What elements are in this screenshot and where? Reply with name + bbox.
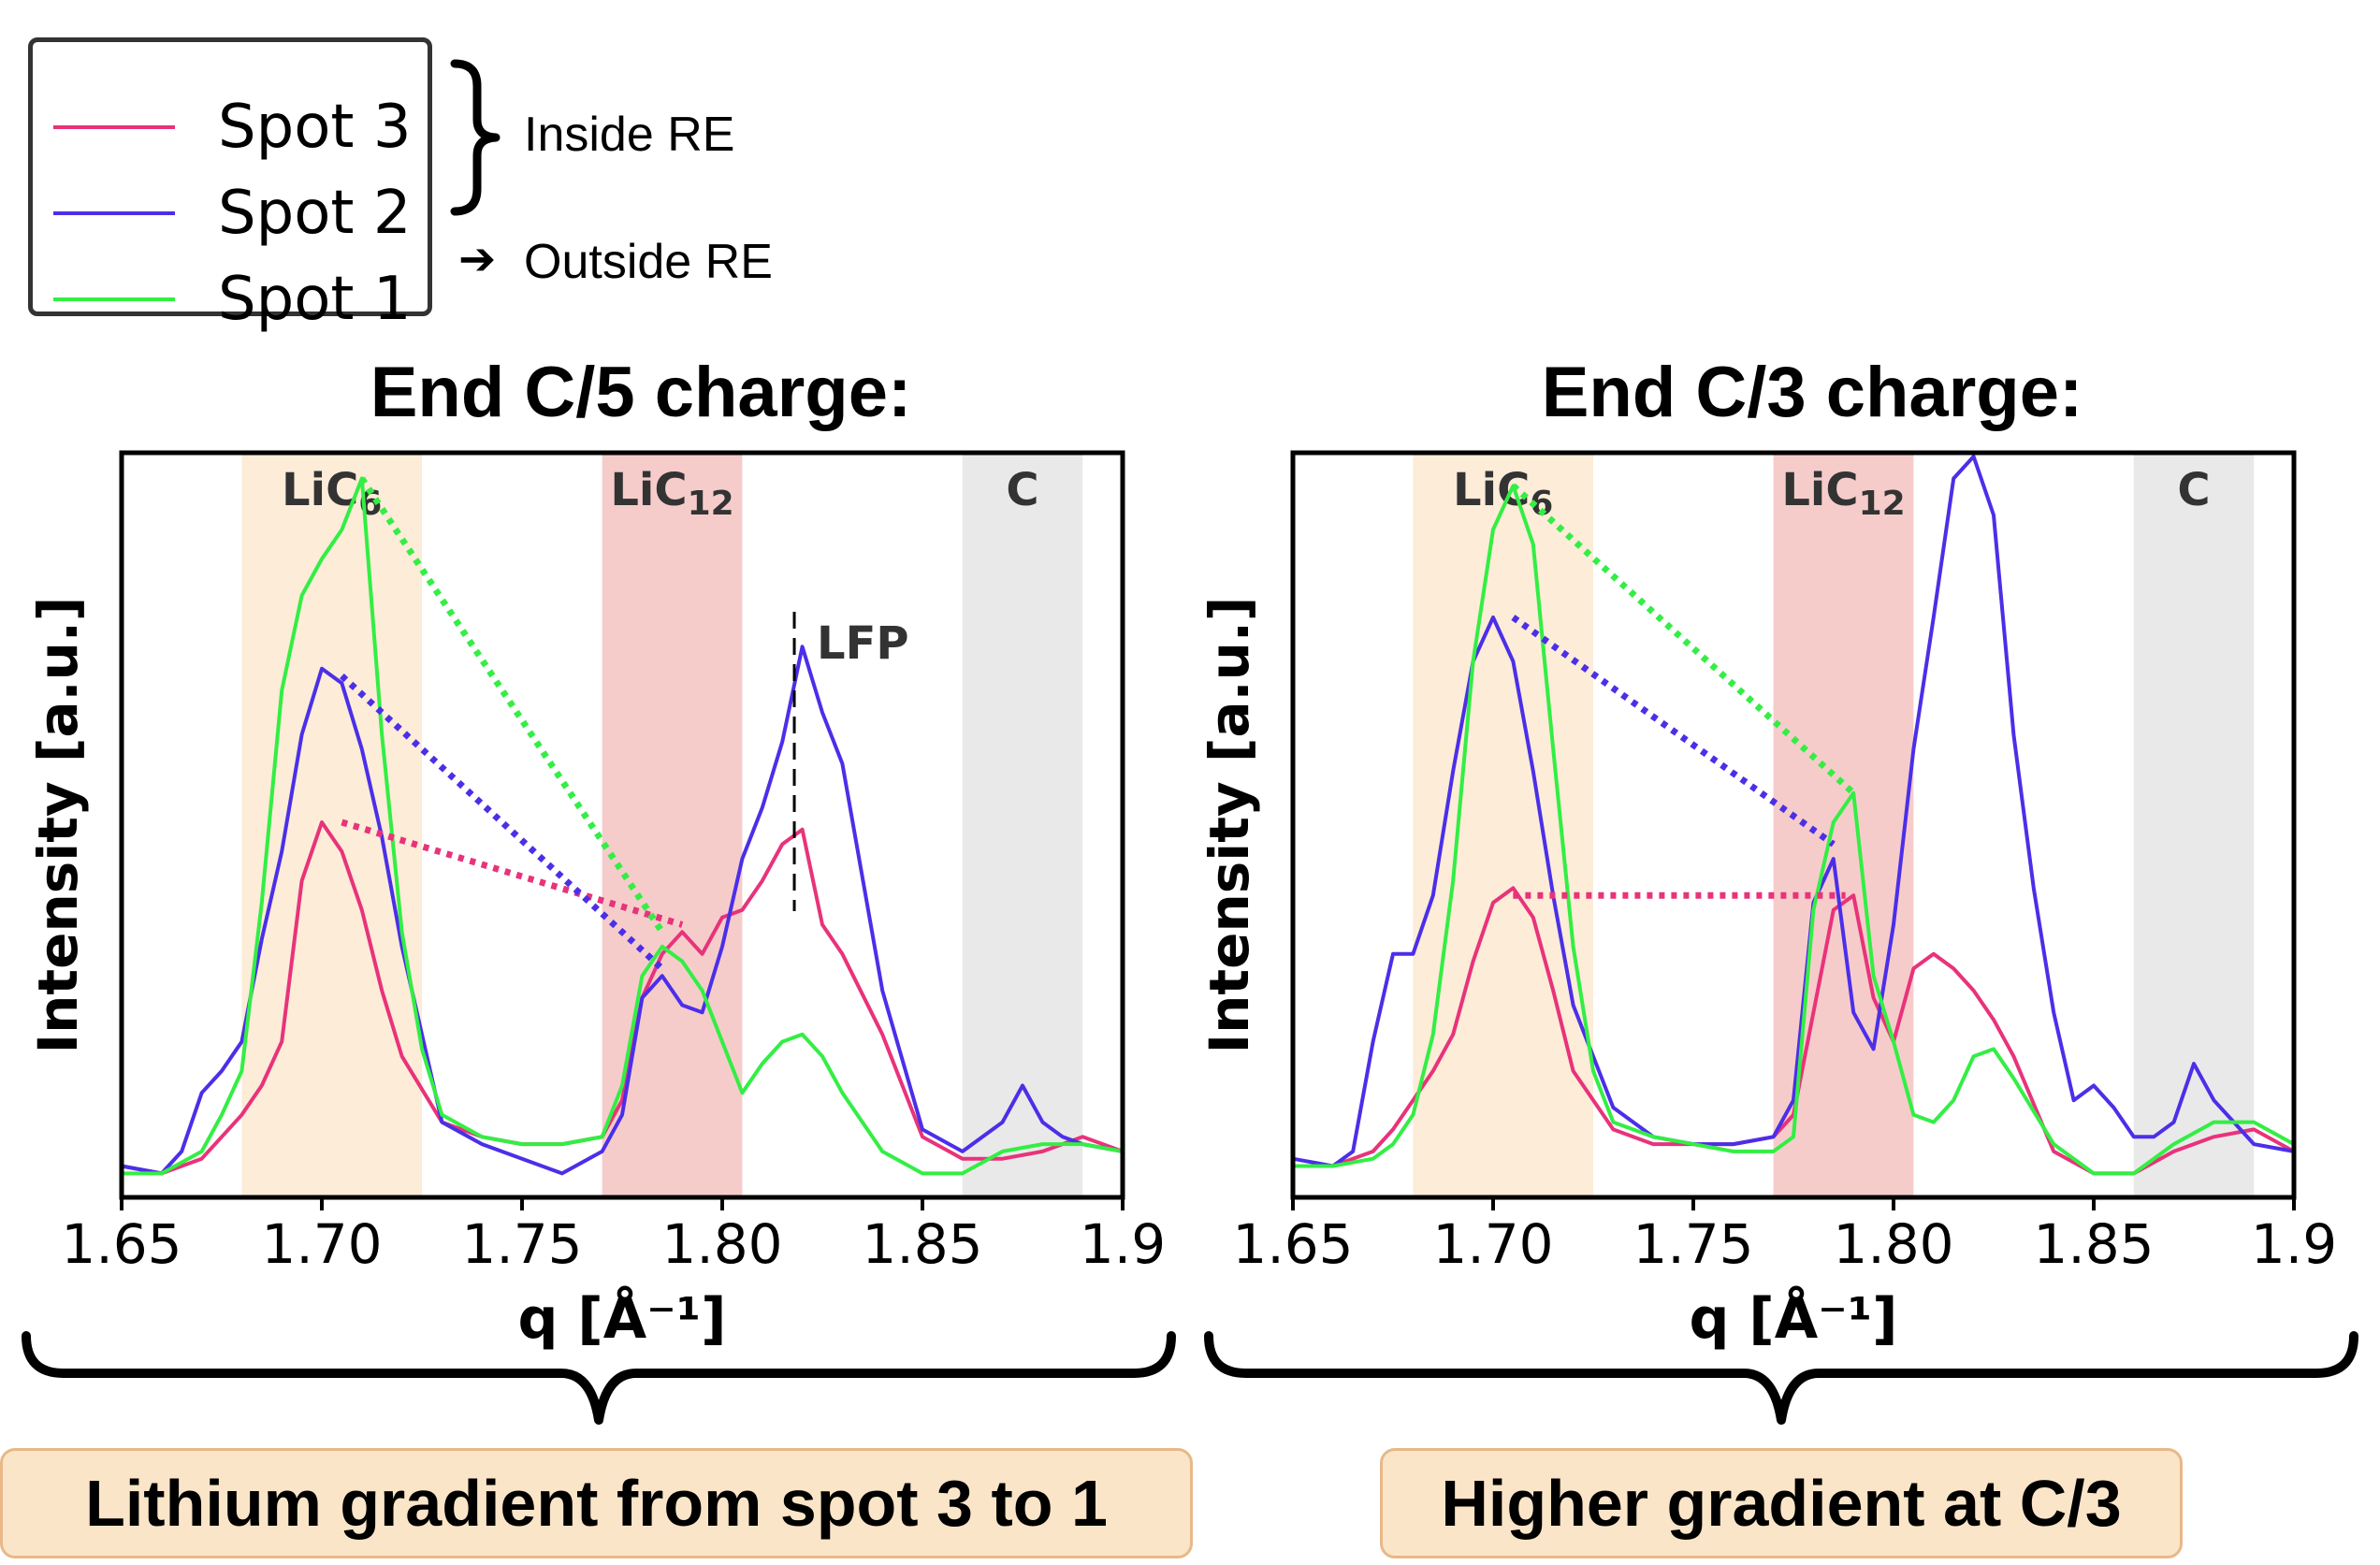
left-xtick-label: 1.75 xyxy=(461,1212,582,1276)
left-summary-brace-icon xyxy=(22,1331,1176,1425)
right-band-label-c: C xyxy=(2177,464,2210,516)
right-xtick-label: 1.75 xyxy=(1633,1212,1753,1276)
right-xtick-label: 1.65 xyxy=(1232,1212,1353,1276)
left-xtick-label: 1.70 xyxy=(261,1212,382,1276)
legend-swatch-spot-2 xyxy=(53,211,175,215)
right-trend-spot-1 xyxy=(1511,483,1856,796)
inside-re-brace-icon xyxy=(450,59,501,216)
legend-label-spot-1: Spot 1 xyxy=(218,265,412,334)
right-series-spot-2 xyxy=(1292,455,2295,1168)
left-band-label-lic12: LiC12 xyxy=(610,464,733,523)
right-conclusion-text: Higher gradient at C/3 xyxy=(1441,1467,2122,1540)
right-xtick-label: 1.80 xyxy=(1833,1212,1953,1276)
right-xtick-label: 1.85 xyxy=(2033,1212,2154,1276)
right-series-spot-3 xyxy=(1293,886,2295,1176)
left-conclusion-box: Lithium gradient from spot 3 to 1 xyxy=(0,1448,1193,1558)
right-band-label-lic6: LiC6 xyxy=(1453,464,1553,523)
outside-re-arrow-icon: ➔ xyxy=(458,235,497,284)
legend-item-spot-2: Spot 2 xyxy=(33,171,428,255)
legend: Spot 3 Spot 2 Spot 1 xyxy=(28,37,432,329)
left-xtick-label: 1.85 xyxy=(862,1212,982,1276)
right-conclusion-box: Higher gradient at C/3 xyxy=(1380,1448,2183,1558)
left-series-spot-1 xyxy=(122,476,1124,1176)
left-xtick-label: 1.80 xyxy=(661,1212,782,1276)
outside-re-label: Outside RE xyxy=(524,235,773,289)
legend-swatch-spot-1 xyxy=(53,297,175,301)
legend-swatch-spot-3 xyxy=(53,125,175,129)
right-band-lic6 xyxy=(1413,453,1593,1197)
left-trend-spot-3 xyxy=(341,819,684,928)
right-x-axis-label: q [Å⁻¹] xyxy=(1689,1285,1897,1352)
legend-label-spot-2: Spot 2 xyxy=(218,179,412,248)
left-plot-frame xyxy=(119,450,1125,1200)
left-xtick-label: 1.9 xyxy=(1080,1212,1166,1276)
left-series-spot-2 xyxy=(121,645,1124,1176)
left-band-label-c: C xyxy=(1006,464,1038,516)
legend-item-spot-3: Spot 3 xyxy=(33,85,428,169)
right-summary-brace-icon xyxy=(1204,1331,2358,1425)
left-y-axis-label: Intensity [a.u.] xyxy=(26,597,90,1054)
right-plot-frame xyxy=(1290,450,2297,1200)
left-x-axis-label: q [Å⁻¹] xyxy=(517,1285,726,1352)
right-y-axis-label: Intensity [a.u.] xyxy=(1197,597,1261,1054)
left-conclusion-text: Lithium gradient from spot 3 to 1 xyxy=(85,1467,1108,1540)
left-xtick-label: 1.65 xyxy=(61,1212,181,1276)
right-series-spot-1 xyxy=(1293,484,2295,1176)
left-band-c xyxy=(962,453,1083,1197)
left-marker-label: LFP xyxy=(817,617,909,670)
legend-label-spot-3: Spot 3 xyxy=(218,93,412,162)
right-band-label-lic12: LiC12 xyxy=(1781,464,1905,523)
right-trend-spot-2 xyxy=(1511,615,1836,848)
right-xtick-label: 1.9 xyxy=(2251,1212,2337,1276)
left-panel-title: End C/5 charge: xyxy=(370,353,912,432)
inside-re-label: Inside RE xyxy=(524,108,735,162)
left-series-spot-3 xyxy=(121,820,1124,1176)
right-band-c xyxy=(2133,453,2255,1197)
right-xtick-label: 1.70 xyxy=(1432,1212,1553,1276)
left-trend-spot-1 xyxy=(358,476,665,935)
legend-item-spot-1: Spot 1 xyxy=(33,257,428,341)
right-panel-title: End C/3 charge: xyxy=(1541,353,2083,432)
